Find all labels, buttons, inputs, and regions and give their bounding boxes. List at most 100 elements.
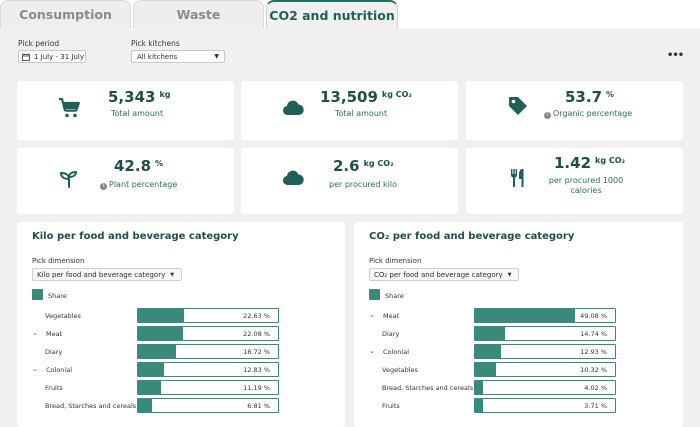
row-label: Diary [45, 348, 63, 356]
row-label: Bread, Starches and cereals [382, 384, 474, 392]
bar-value: 22.08 % [243, 330, 270, 338]
kpi-value: 5,343 kg [108, 88, 171, 106]
bar-fill [138, 363, 164, 376]
kitchens-value: All kitchens [137, 52, 178, 61]
row-label: Meat [383, 312, 400, 320]
chart-card-co2: CO₂ per food and beverage category Pick … [354, 222, 683, 427]
bar-frame[interactable]: 11.19 % [137, 380, 279, 395]
bar-fill [138, 399, 152, 412]
row-label: Fruits [382, 402, 400, 410]
bar-value: 14.74 % [580, 330, 607, 338]
kitchens-select[interactable]: All kitchens ▼ [131, 50, 225, 63]
fork-knife-icon [511, 169, 524, 187]
kpi-value: 42.8% [114, 157, 164, 175]
row-label: Colonial [383, 348, 410, 356]
bar-frame[interactable]: 22.08 % [137, 326, 279, 341]
kpi-card-total-kg: 5,343 kg Total amount [17, 81, 234, 140]
cloud-icon [282, 100, 304, 115]
bar-fill [475, 345, 501, 358]
bar-fill [475, 381, 483, 394]
bar-value: 10.32 % [580, 366, 607, 374]
bar-frame[interactable]: 49.08 % [474, 308, 616, 323]
kitchens-label: Pick kitchens [131, 39, 180, 48]
expand-chevron-icon[interactable]: ⌄ [32, 365, 38, 373]
kpi-label: Total amount [335, 109, 388, 118]
kpi-card-organic: 53.7% i Organic percentage [466, 81, 683, 140]
dimension-select[interactable]: CO₂ per food and beverage category ▼ [369, 268, 519, 281]
kpi-label: per procured 1000 calories [548, 176, 624, 195]
kpi-label: Total amount [111, 109, 164, 118]
bar-frame[interactable]: 6.81 % [137, 398, 279, 413]
dimension-label: Pick dimension [369, 257, 422, 265]
bar-frame[interactable]: 3.71 % [474, 398, 616, 413]
caret-down-icon: ▼ [170, 271, 175, 278]
more-dots-icon[interactable]: ••• [667, 50, 684, 61]
tab-bar: Consumption Waste CO2 and nutrition [0, 0, 700, 28]
row-label: Colonial [46, 366, 73, 374]
kpi-label: i Organic percentage [544, 109, 632, 119]
period-picker[interactable]: 1 July - 31 July [18, 50, 86, 63]
bar-fill [138, 345, 176, 358]
legend-label: Share [48, 292, 67, 300]
kpi-value: 53.7% [565, 88, 615, 106]
kpi-card-total-co2: 13,509 kg CO₂ Total amount [241, 81, 458, 140]
tab-waste[interactable]: Waste [133, 0, 264, 28]
row-label: Diary [382, 330, 400, 338]
kpi-card-co2-per-calories: 1.42 kg CO₂ per procured 1000 calories [466, 148, 683, 214]
row-label: Vegetables [45, 312, 81, 320]
bar-fill [475, 363, 496, 376]
bar-frame[interactable]: 22.63 % [137, 308, 279, 323]
bar-value: 3.71 % [584, 402, 607, 410]
bar-fill [475, 327, 505, 340]
bar-value: 4.02 % [584, 384, 607, 392]
kpi-card-co2-per-kilo: 2.6 kg CO₂ per procured kilo [241, 148, 458, 214]
row-label: Vegetables [382, 366, 418, 374]
bar-value: 6.81 % [247, 402, 270, 410]
bar-fill [138, 381, 161, 394]
cloud-icon [282, 170, 304, 185]
bar-frame[interactable]: 10.32 % [474, 362, 616, 377]
caret-down-icon: ▼ [507, 271, 512, 278]
expand-chevron-icon[interactable]: ⌄ [32, 329, 38, 337]
bar-frame[interactable]: 12.93 % [474, 344, 616, 359]
tab-consumption[interactable]: Consumption [0, 0, 131, 28]
bar-value: 11.19 % [243, 384, 270, 392]
caret-down-icon: ▼ [214, 53, 219, 60]
kpi-value: 2.6 kg CO₂ [333, 157, 394, 175]
bar-value: 49.08 % [580, 312, 607, 320]
expand-chevron-icon[interactable]: ⌄ [369, 347, 375, 355]
kpi-label: per procured kilo [329, 180, 398, 189]
bar-fill [475, 399, 483, 412]
info-icon[interactable]: i [100, 183, 107, 190]
tab-co2-and-nutrition[interactable]: CO2 and nutrition [266, 0, 398, 28]
bar-value: 18.72 % [243, 348, 270, 356]
bar-value: 12.93 % [580, 348, 607, 356]
chart-title: Kilo per food and beverage category [32, 231, 239, 242]
dimension-select[interactable]: Kilo per food and beverage category ▼ [32, 268, 182, 281]
dimension-label: Pick dimension [32, 257, 85, 265]
bar-frame[interactable]: 18.72 % [137, 344, 279, 359]
legend-swatch [369, 289, 380, 300]
expand-chevron-icon[interactable]: ⌄ [369, 311, 375, 319]
bar-value: 22.63 % [243, 312, 270, 320]
bar-frame[interactable]: 14.74 % [474, 326, 616, 341]
bar-fill [475, 309, 575, 322]
row-label: Bread, Starches and cereals [45, 402, 137, 410]
legend-swatch [32, 289, 43, 300]
calendar-icon [22, 53, 30, 61]
sprout-icon [60, 171, 77, 188]
period-value: 1 July - 31 July [34, 52, 84, 61]
info-icon[interactable]: i [544, 112, 551, 119]
kpi-card-plant: 42.8% i Plant percentage [17, 148, 234, 214]
row-label: Meat [46, 330, 63, 338]
chart-title: CO₂ per food and beverage category [369, 231, 575, 242]
bar-frame[interactable]: 4.02 % [474, 380, 616, 395]
bar-frame[interactable]: 12.83 % [137, 362, 279, 377]
chart-card-kilo: Kilo per food and beverage category Pick… [17, 222, 345, 427]
tag-icon [509, 97, 527, 115]
legend-label: Share [385, 292, 404, 300]
cart-icon [59, 97, 80, 118]
kpi-value: 1.42 kg CO₂ [554, 154, 626, 172]
row-label: Fruits [45, 384, 63, 392]
bar-value: 12.83 % [243, 366, 270, 374]
